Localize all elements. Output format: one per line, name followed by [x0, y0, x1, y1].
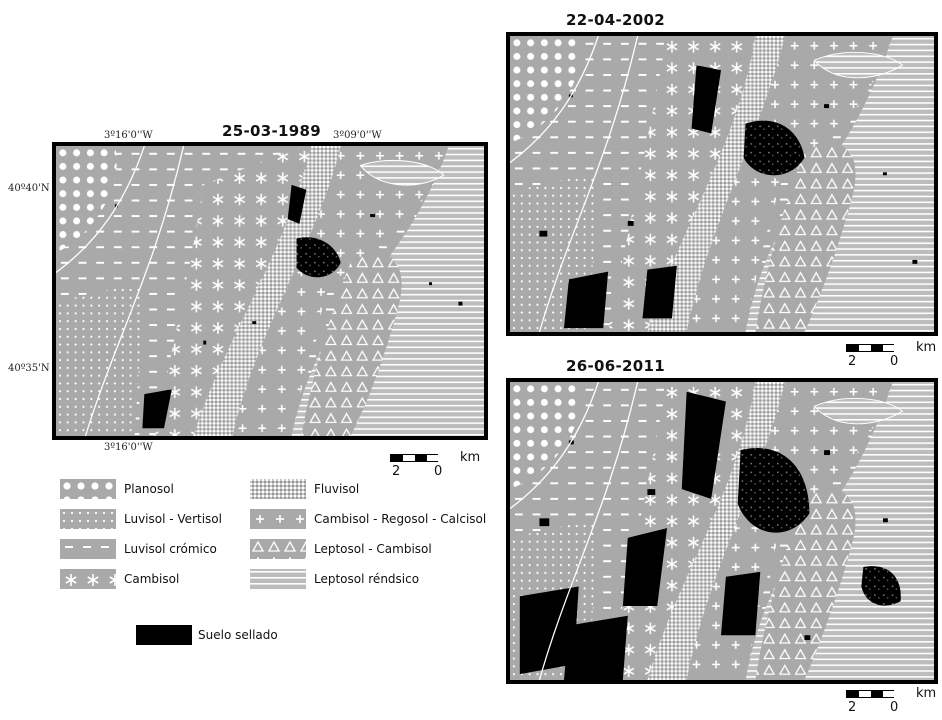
legend-swatch-luvisol-cromico — [60, 539, 116, 559]
legend-swatch-leptosol-rendsico — [250, 569, 306, 589]
scale-bar-graphic — [846, 344, 895, 352]
map-title-1989: 25-03-1989 — [222, 122, 321, 140]
legend-swatch-planosol — [60, 479, 116, 499]
lon-label-bottom: 3º16'0''W — [104, 442, 153, 453]
legend-item-fluvisol: Fluvisol — [250, 478, 359, 500]
legend-item-leptosol-cambisol: Leptosol - Cambisol — [250, 538, 432, 560]
scale-unit-label: km — [460, 450, 481, 465]
legend-swatch-fluvisol — [250, 479, 306, 499]
scale-right-label: 0 — [890, 700, 899, 715]
legend-label: Leptosol - Cambisol — [314, 542, 432, 556]
legend-label: Luvisol crómico — [124, 542, 217, 556]
soil-map-1989-graphic — [56, 146, 484, 436]
soil-map-1989 — [52, 142, 488, 440]
soil-map-2011-graphic — [510, 382, 934, 680]
scale-left-label: 2 — [848, 354, 857, 369]
legend-item-cambisol-regosol-calcisol: Cambisol - Regosol - Calcisol — [250, 508, 486, 530]
lon-label-top-right: 3º09'0''W — [333, 130, 382, 141]
legend-label: Suelo sellado — [198, 628, 278, 642]
scale-bar-2002: 2 0 km — [846, 340, 942, 374]
scale-bar-graphic — [846, 690, 895, 698]
legend-swatch-cambisol-regosol-calcisol — [250, 509, 306, 529]
scale-left-label: 2 — [848, 700, 857, 715]
legend-item-suelo-sellado: Suelo sellado — [136, 624, 278, 646]
soil-map-2011 — [506, 378, 938, 684]
legend-swatch-leptosol-cambisol — [250, 539, 306, 559]
lon-label-top-left: 3º16'0''W — [104, 130, 153, 141]
legend-label: Fluvisol — [314, 482, 360, 496]
legend-swatch-suelo-sellado — [136, 625, 192, 645]
soil-map-2002-graphic — [510, 36, 934, 332]
legend-item-cambisol: Cambisol — [60, 568, 179, 590]
legend-item-luvisol-vertisol: Luvisol - Vertisol — [60, 508, 222, 530]
lat-label-bottom: 40º35'N — [8, 363, 50, 374]
legend-label: Leptosol réndsico — [314, 572, 420, 586]
scale-left-label: 2 — [392, 464, 401, 479]
soil-map-2002 — [506, 32, 938, 336]
legend-item-luvisol-cromico: Luvisol crómico — [60, 538, 217, 560]
legend-item-planosol: Planosol — [60, 478, 174, 500]
legend-label: Luvisol - Vertisol — [124, 512, 222, 526]
legend-swatch-cambisol — [60, 569, 116, 589]
legend-label: Planosol — [124, 482, 174, 496]
map-title-2011: 26-06-2011 — [566, 357, 665, 375]
scale-right-label: 0 — [434, 464, 443, 479]
soil-legend: Planosol Fluvisol Luvisol - Vertisol Cam… — [60, 478, 500, 658]
legend-item-leptosol-rendsico: Leptosol réndsico — [250, 568, 419, 590]
scale-bar-2011: 2 0 km — [846, 686, 942, 720]
lat-label-top: 40º40'N — [8, 183, 50, 194]
scale-unit-label: km — [916, 686, 937, 701]
scale-bar-graphic — [390, 454, 439, 462]
scale-right-label: 0 — [890, 354, 899, 369]
legend-swatch-luvisol-vertisol — [60, 509, 116, 529]
scale-unit-label: km — [916, 340, 937, 355]
scale-bar-1989: 2 0 km — [390, 450, 490, 484]
legend-label: Cambisol — [124, 572, 180, 586]
map-title-2002: 22-04-2002 — [566, 11, 665, 29]
legend-label: Cambisol - Regosol - Calcisol — [314, 512, 487, 526]
